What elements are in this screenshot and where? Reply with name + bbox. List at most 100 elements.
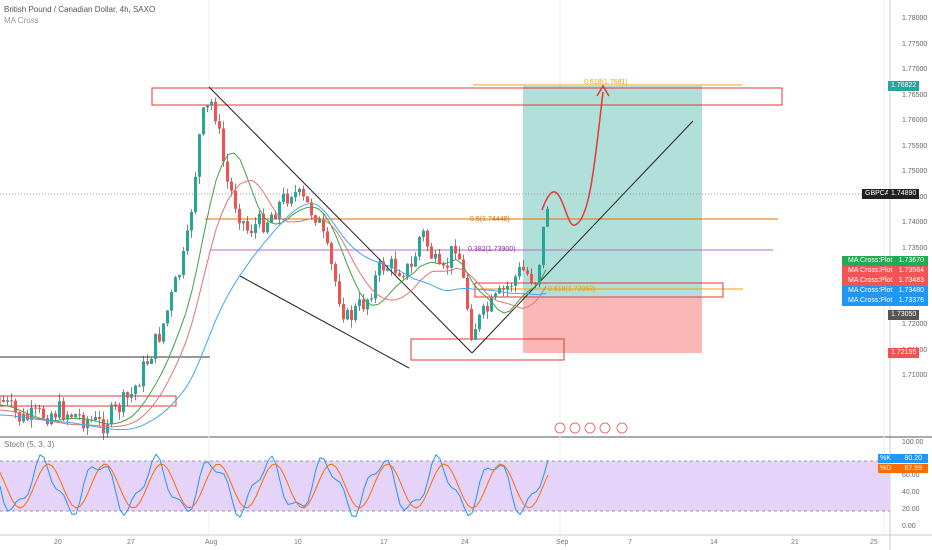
candle — [202, 107, 205, 135]
stoch-d-line — [0, 463, 549, 509]
ma-line-red — [0, 179, 547, 428]
candle — [394, 258, 397, 273]
support-box — [0, 395, 177, 407]
stoch-tag: %D 67.59 — [878, 464, 928, 473]
candle — [162, 323, 165, 342]
candle — [358, 299, 361, 307]
price-tick: 1.75500 — [902, 142, 928, 150]
price-tick: 1.78000 — [902, 15, 928, 22]
candle — [142, 361, 145, 387]
stoch-tick: 40.00 — [902, 489, 920, 497]
candle — [86, 419, 89, 429]
time-tick: 21 — [791, 539, 799, 546]
candle — [310, 202, 313, 216]
candle — [198, 134, 201, 177]
price-tick: 1.74000 — [902, 219, 928, 226]
candle — [206, 105, 209, 108]
candle — [258, 213, 261, 225]
stoch-tag: %K 80.20 — [878, 454, 928, 463]
candle — [382, 261, 385, 271]
candle — [122, 392, 125, 413]
event-icon — [584, 422, 596, 434]
event-icon — [599, 422, 611, 434]
last-price-tag: 1.74890 — [888, 189, 920, 199]
candle — [534, 282, 537, 285]
fib-label-top: 0.618(1.7681) — [584, 79, 628, 86]
candle — [306, 196, 309, 203]
candle — [158, 333, 161, 342]
candle — [434, 254, 437, 259]
candle — [462, 259, 465, 278]
ma-line-green — [0, 152, 547, 425]
candle — [110, 404, 113, 425]
stoch-tick: 100.00 — [902, 439, 924, 446]
candle — [138, 385, 141, 387]
candle — [542, 226, 545, 265]
time-tick: 25 — [870, 539, 878, 546]
candle — [222, 128, 225, 162]
candle — [190, 211, 193, 231]
time-tick: 10 — [294, 539, 302, 546]
price-tick: 1.77000 — [902, 66, 928, 73]
candle — [334, 264, 337, 282]
stoch-label[interactable]: Stoch (5, 3, 3) — [4, 440, 55, 449]
candle — [454, 246, 457, 254]
symbol-title: British Pound / Canadian Dollar, 4h, SAX… — [4, 5, 156, 14]
candle — [286, 193, 289, 204]
candle — [314, 215, 317, 223]
candle — [246, 221, 249, 231]
indicator-label[interactable]: MA Cross — [4, 16, 39, 25]
candle — [238, 208, 241, 224]
candle — [546, 208, 549, 227]
candle — [514, 276, 517, 286]
candle — [150, 358, 153, 364]
fib-label-bottom: 0.618(1.72953) — [548, 286, 596, 293]
candle — [442, 264, 445, 266]
price-tick: 1.73500 — [902, 244, 928, 252]
candle — [470, 308, 473, 340]
candle — [446, 265, 449, 268]
demand-box — [410, 338, 565, 361]
symbol-tag: GBPCAD — [862, 189, 898, 199]
candle — [418, 237, 421, 257]
candle — [346, 309, 349, 320]
stop-low-tag: 1.73050 — [888, 310, 920, 320]
candle — [74, 414, 77, 418]
candle — [2, 400, 5, 402]
candle — [486, 305, 489, 312]
candle — [450, 246, 453, 268]
candle — [54, 413, 57, 418]
candle — [390, 258, 393, 269]
ma-cross-tag: MA Cross:Plot 1.73483 — [842, 276, 928, 286]
candle — [466, 277, 469, 309]
candle — [318, 219, 321, 223]
candle — [386, 268, 389, 271]
candle — [378, 261, 381, 276]
candle — [130, 394, 133, 398]
stoch-tick: 60.00 — [902, 472, 920, 480]
candle — [218, 121, 221, 129]
price-tick: 1.75000 — [902, 168, 928, 175]
candle — [474, 329, 477, 340]
candle — [270, 214, 273, 223]
projection-curve — [541, 91, 604, 226]
entry-box — [474, 282, 724, 298]
fib-label-low: 0.382(1.73900) — [468, 246, 516, 253]
candle — [290, 197, 293, 204]
candle — [278, 201, 281, 220]
candle — [14, 400, 17, 413]
ma-cross-tag: MA Cross:Plot 1.73564 — [842, 266, 928, 276]
candle — [366, 299, 369, 310]
price-tick: 1.71000 — [902, 372, 928, 379]
candle — [298, 188, 301, 193]
resistance-box — [151, 87, 783, 106]
candle — [326, 231, 329, 244]
candle — [430, 246, 433, 259]
candle — [350, 309, 353, 320]
candle — [118, 404, 121, 413]
candle — [210, 102, 213, 106]
candle — [502, 287, 505, 290]
time-tick: 27 — [127, 539, 135, 546]
